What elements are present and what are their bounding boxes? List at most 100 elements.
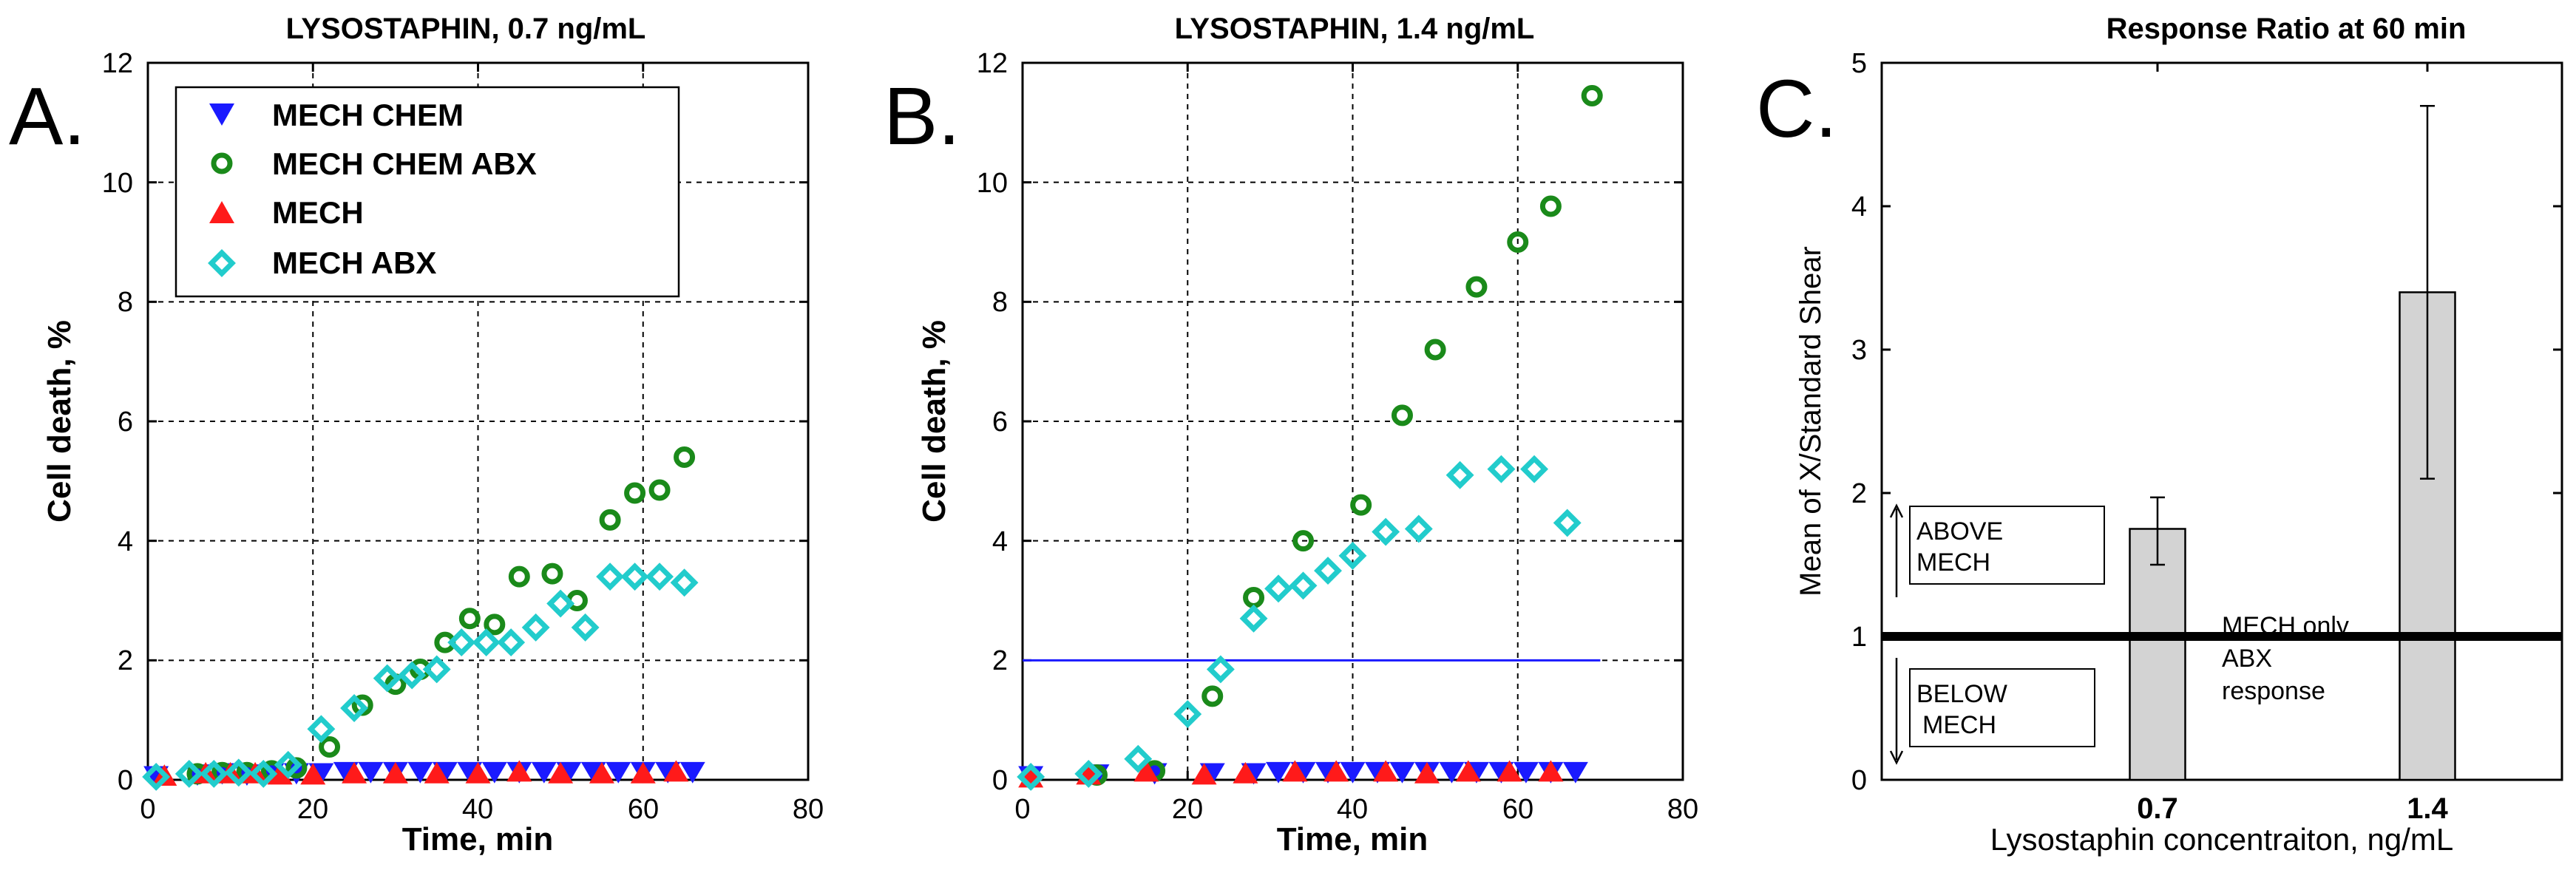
panel-b-ytick-label: 0: [992, 765, 1008, 796]
panel-c: C. Response Ratio at 60 min 0 1 2 3 4 5 …: [1756, 13, 2563, 857]
bar: [2399, 291, 2456, 781]
marker-diamond: [620, 563, 649, 591]
marker-circle: [484, 614, 506, 636]
up-arrow-head-icon: [1889, 503, 1904, 518]
panel-b-xtick-label: 40: [1337, 794, 1368, 825]
panel-a-x-axis-label: Time, min: [402, 821, 554, 857]
marker-diamond: [1289, 571, 1318, 600]
panel-c-xtick-label: 0.7: [2137, 792, 2178, 825]
panel-b-ytick-label: 2: [992, 645, 1008, 676]
legend-label: MECH CHEM ABX: [272, 146, 537, 181]
bar: [2129, 528, 2186, 781]
panel-c-ytick-label: 5: [1851, 48, 1867, 79]
panel-a-x-tick-labels: 0 20 40 60 80: [140, 794, 824, 825]
panel-a: A. LYSOSTAPHIN, 0.7 ng/mL 0 20 40 60 80 …: [9, 13, 824, 857]
marker-diamond: [1017, 763, 1045, 791]
panel-b-data-points: [1017, 84, 1603, 791]
marker-diamond: [200, 759, 228, 788]
marker-triangle-down: [1513, 761, 1539, 784]
panel-b-title: LYSOSTAPHIN, 1.4 ng/mL: [1175, 13, 1535, 45]
panel-b-gridlines: [1023, 63, 1683, 780]
panel-b-ytick-label: 6: [992, 407, 1008, 438]
series-mech-abx: [1017, 455, 1582, 791]
panel-a-ytick-label: 0: [118, 765, 133, 796]
marker-triangle-down: [1439, 761, 1465, 784]
series-mech-chem-abx: [186, 446, 696, 785]
panel-a-ytick-label: 2: [118, 645, 133, 676]
panel-c-ytick-label: 2: [1851, 478, 1867, 509]
panel-b-y-tick-labels: 0 2 4 6 8 10 12: [977, 48, 1008, 796]
panel-b-label: B.: [884, 71, 960, 162]
marker-triangle-down: [481, 761, 507, 784]
panel-b-xtick-label: 20: [1172, 794, 1203, 825]
legend-marker-triangle-down: [209, 103, 234, 126]
marker-diamond: [249, 759, 278, 788]
marker-triangle-up: [1133, 760, 1159, 782]
marker-triangle-up: [465, 761, 491, 784]
panel-a-ytick-label: 8: [118, 287, 133, 318]
marker-diamond: [1445, 461, 1474, 489]
marker-circle: [1424, 339, 1446, 361]
series-mech: [152, 760, 689, 786]
panel-c-label: C.: [1756, 64, 1837, 154]
marker-triangle-down: [531, 761, 557, 784]
panel-a-ytick-label: 10: [102, 168, 133, 199]
panel-c-reference-label: MECH only: [2222, 612, 2349, 640]
panel-a-xtick-label: 0: [140, 794, 155, 825]
panel-c-ytick-label: 4: [1851, 191, 1867, 222]
legend-entry-mech-abx: MECH ABX: [208, 245, 436, 280]
marker-triangle-down: [358, 761, 384, 784]
marker-triangle-down: [1562, 761, 1588, 784]
marker-circle: [674, 446, 696, 468]
panel-a-xtick-label: 80: [793, 794, 824, 825]
marker-diamond: [1338, 541, 1367, 570]
marker-triangle-down: [1340, 761, 1366, 784]
panel-b-x-axis-label: Time, min: [1277, 821, 1428, 857]
marker-triangle-up: [1414, 761, 1440, 784]
marker-triangle-up: [382, 761, 408, 784]
panel-c-ytick-label: 3: [1851, 335, 1867, 366]
legend-entry-mech: MECH: [209, 195, 364, 230]
marker-triangle-up: [1373, 760, 1399, 782]
panel-b-xtick-label: 80: [1667, 794, 1698, 825]
panel-b-x-tick-labels: 0 20 40 60 80: [1014, 794, 1698, 825]
marker-diamond: [373, 664, 401, 693]
panel-c-title: Response Ratio at 60 min: [2106, 13, 2467, 45]
legend-entry-mech-chem-abx: MECH CHEM ABX: [211, 146, 537, 181]
panel-c-x-tick-labels: 0.7 1.4: [2137, 792, 2448, 825]
marker-circle: [458, 608, 481, 630]
marker-triangle-up: [548, 761, 574, 784]
marker-triangle-up: [589, 761, 614, 784]
marker-diamond: [521, 613, 550, 642]
marker-triangle-down: [1389, 761, 1415, 784]
marker-diamond: [422, 655, 451, 684]
marker-circle: [1581, 84, 1603, 106]
marker-triangle-up: [630, 761, 656, 784]
marker-diamond: [1173, 700, 1202, 729]
legend-label: MECH CHEM: [272, 98, 464, 132]
marker-diamond: [1264, 574, 1292, 603]
marker-diamond: [497, 628, 526, 657]
panel-a-ytick-label: 4: [118, 526, 133, 557]
marker-diamond: [1314, 557, 1342, 585]
below-mech-annotation: BELOW MECH: [1889, 658, 2095, 765]
panel-b-xtick-label: 0: [1014, 794, 1030, 825]
panel-c-x-axis-label: Lysostaphin concentraiton, ng/mL: [1990, 822, 2454, 857]
marker-circle: [599, 509, 621, 531]
panel-a-ytick-label: 6: [118, 407, 133, 438]
panel-a-xtick-label: 60: [628, 794, 659, 825]
marker-circle: [1507, 231, 1529, 253]
panel-c-ytick-label: 0: [1851, 765, 1867, 796]
marker-triangle-up: [663, 760, 689, 782]
panel-c-y-tick-labels: 0 1 2 3 4 5: [1851, 48, 1867, 796]
marker-diamond: [1487, 455, 1516, 483]
marker-triangle-up: [1538, 760, 1564, 782]
panel-b-ytick-label: 4: [992, 526, 1008, 557]
marker-triangle-down: [606, 761, 631, 784]
marker-diamond: [1404, 514, 1433, 543]
panel-c-ytick-label: 1: [1851, 622, 1867, 653]
marker-circle: [1201, 685, 1224, 707]
marker-diamond: [1553, 509, 1582, 537]
panel-a-y-axis-label: Cell death, %: [41, 320, 78, 523]
